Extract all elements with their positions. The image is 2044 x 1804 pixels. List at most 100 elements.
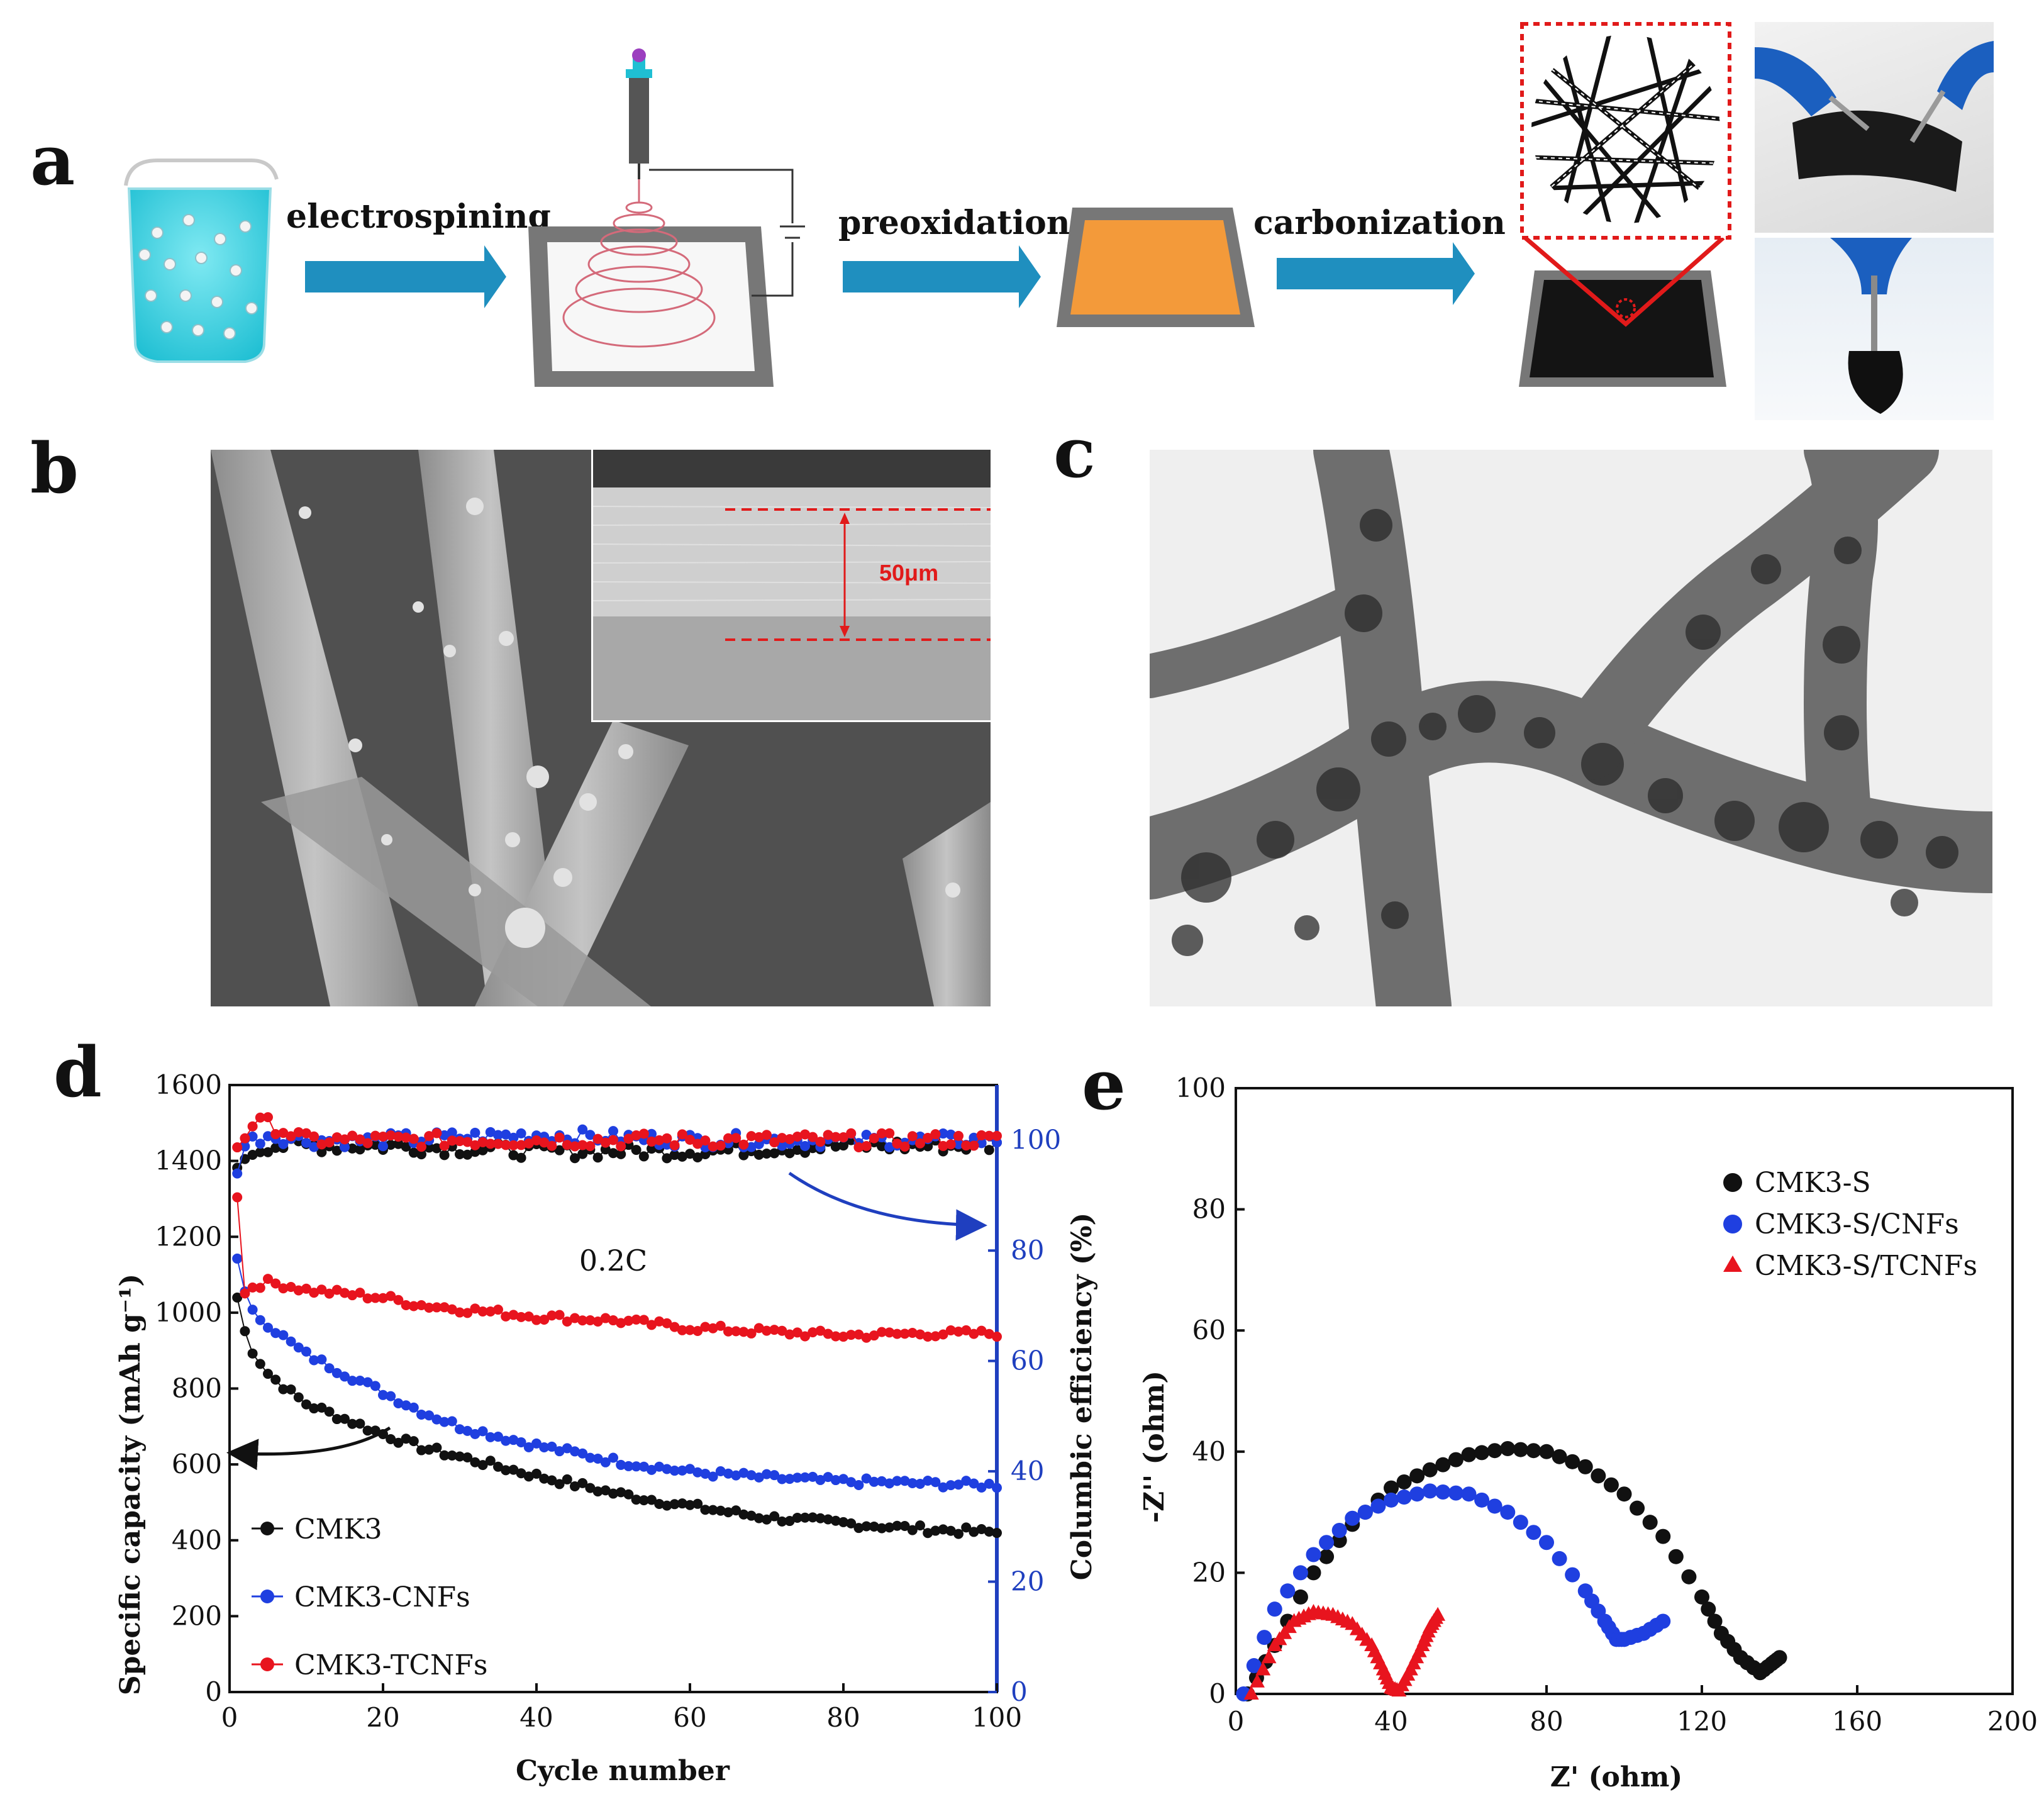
data-point bbox=[815, 1325, 826, 1336]
y-tick-label: 1000 bbox=[155, 1297, 222, 1328]
data-point bbox=[969, 1328, 979, 1339]
data-point bbox=[992, 1130, 1002, 1141]
data-point bbox=[616, 1149, 626, 1159]
data-point bbox=[631, 1130, 642, 1140]
y-tick-label: 800 bbox=[172, 1373, 222, 1404]
data-point bbox=[340, 1371, 350, 1382]
data-point bbox=[608, 1148, 618, 1159]
data-point bbox=[1292, 1589, 1308, 1605]
data-point bbox=[1500, 1505, 1516, 1520]
data-point bbox=[247, 1121, 258, 1132]
data-point bbox=[647, 1320, 657, 1330]
data-point bbox=[408, 1133, 419, 1144]
data-point bbox=[1526, 1525, 1541, 1540]
data-point bbox=[945, 1139, 956, 1150]
data-point bbox=[753, 1132, 764, 1142]
plot-frame bbox=[1235, 1087, 2014, 1695]
data-point bbox=[270, 1328, 281, 1339]
data-point bbox=[992, 1528, 1002, 1539]
data-point bbox=[800, 1512, 810, 1523]
data-point bbox=[1435, 1484, 1451, 1500]
data-point bbox=[976, 1523, 987, 1534]
y-tick-label: 100 bbox=[1175, 1072, 1226, 1103]
data-point bbox=[892, 1328, 903, 1339]
x-tick-label: 80 bbox=[826, 1702, 860, 1733]
data-point bbox=[784, 1329, 795, 1340]
data-point bbox=[784, 1516, 795, 1527]
data-point bbox=[800, 1141, 810, 1152]
data-point bbox=[232, 1192, 243, 1203]
fiber-spiral bbox=[562, 179, 716, 348]
data-point bbox=[792, 1512, 803, 1523]
data-point bbox=[700, 1149, 711, 1159]
series-cmk3 bbox=[232, 1292, 1002, 1539]
data-point bbox=[600, 1457, 611, 1467]
data-point bbox=[685, 1135, 695, 1145]
data-point bbox=[570, 1153, 580, 1164]
data-point bbox=[715, 1320, 726, 1331]
data-point bbox=[669, 1140, 680, 1150]
data-point bbox=[347, 1418, 358, 1429]
data-point bbox=[1552, 1449, 1567, 1464]
data-point bbox=[1246, 1658, 1262, 1674]
data-point bbox=[309, 1288, 319, 1298]
x-tick-label: 0 bbox=[221, 1702, 238, 1733]
data-point bbox=[547, 1441, 557, 1452]
data-point bbox=[708, 1471, 718, 1482]
data-point bbox=[393, 1437, 404, 1448]
cycling-performance-chart: 0 20 40 60 80 1000200400600800100012001400160… bbox=[114, 1069, 1098, 1787]
y-tick-label: 0 bbox=[205, 1676, 222, 1707]
data-point bbox=[815, 1474, 826, 1485]
data-point bbox=[301, 1399, 311, 1410]
data-point bbox=[731, 1133, 742, 1144]
y-tick-label: 1400 bbox=[155, 1145, 222, 1176]
data-point bbox=[286, 1131, 296, 1142]
data-point bbox=[738, 1150, 749, 1161]
data-point bbox=[324, 1288, 335, 1299]
data-point bbox=[554, 1446, 565, 1457]
data-point bbox=[416, 1142, 426, 1152]
data-point bbox=[692, 1467, 703, 1478]
data-point bbox=[677, 1498, 687, 1509]
data-point bbox=[808, 1143, 818, 1154]
data-point bbox=[746, 1142, 757, 1152]
data-point bbox=[347, 1376, 358, 1386]
data-point bbox=[715, 1466, 726, 1476]
data-point bbox=[393, 1398, 404, 1408]
data-point bbox=[1370, 1498, 1386, 1514]
data-point bbox=[877, 1327, 887, 1337]
data-point bbox=[677, 1465, 687, 1476]
data-point bbox=[830, 1141, 841, 1152]
data-point bbox=[808, 1132, 818, 1142]
data-point bbox=[401, 1434, 411, 1444]
data-point bbox=[331, 1284, 342, 1295]
data-point bbox=[853, 1142, 864, 1153]
data-point bbox=[424, 1303, 435, 1313]
data-point bbox=[923, 1141, 933, 1152]
data-point bbox=[762, 1130, 772, 1140]
fiber-network-zoom bbox=[1520, 22, 1731, 240]
data-point bbox=[523, 1311, 534, 1322]
data-point bbox=[815, 1513, 826, 1523]
data-point bbox=[309, 1403, 319, 1414]
data-point bbox=[823, 1328, 833, 1339]
panel-label-c: c bbox=[1053, 412, 1096, 493]
data-point bbox=[1357, 1505, 1373, 1520]
data-point bbox=[462, 1308, 473, 1318]
y-axis-label: -Z'' (ohm) bbox=[1138, 1371, 1170, 1523]
data-point bbox=[616, 1141, 626, 1152]
data-point bbox=[938, 1128, 948, 1139]
data-point bbox=[1603, 1477, 1619, 1493]
data-point bbox=[792, 1327, 803, 1338]
data-point bbox=[439, 1302, 450, 1313]
data-point bbox=[1422, 1483, 1438, 1499]
data-point bbox=[1422, 1462, 1438, 1478]
data-point bbox=[455, 1149, 465, 1160]
data-point bbox=[531, 1438, 542, 1449]
data-point bbox=[485, 1139, 496, 1149]
data-point bbox=[386, 1139, 396, 1150]
data-point bbox=[462, 1425, 473, 1436]
beaker-icon bbox=[124, 159, 279, 363]
data-point bbox=[270, 1129, 281, 1140]
preoxidized-mat bbox=[1057, 208, 1255, 327]
